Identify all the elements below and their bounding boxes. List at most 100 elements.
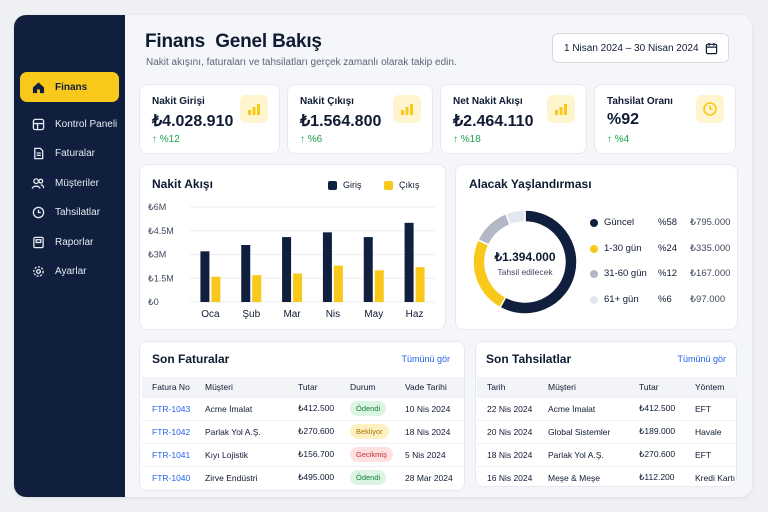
aging-segment-pct: %24 <box>658 243 678 254</box>
invoice-icon <box>31 146 45 160</box>
sidebar-item-kontrol-paneli[interactable]: Kontrol Paneli <box>20 109 119 139</box>
bar-giris-Nis[interactable] <box>322 232 332 302</box>
x-tick-label: Nis <box>326 309 340 320</box>
sidebar: Finans Kontrol Paneli Faturalar Müşteril… <box>14 15 125 497</box>
column-header[interactable]: Fatura No <box>142 377 195 397</box>
legend-swatch <box>384 180 393 190</box>
table-row[interactable]: 16 Nis 2024 Meşe & Meşe ₺112.200 Kredi K… <box>477 465 737 489</box>
status-badge: Gecikmiş <box>350 447 393 462</box>
payments-see-all-link[interactable]: Tümünü gör <box>677 354 726 364</box>
date-range-picker[interactable]: 1 Nisan 2024 – 30 Nisan 2024 <box>552 33 729 63</box>
payment-amount: ₺112.200 <box>629 465 685 489</box>
legend-giris[interactable]: Giriş <box>328 180 362 190</box>
aging-legend-row: Güncel %58 ₺795.000 <box>587 216 735 230</box>
invoices-see-all-link[interactable]: Tümünü gör <box>401 354 450 364</box>
table-row[interactable]: 18 Nis 2024 Parlak Yol A.Ş. ₺270.600 EFT <box>477 442 737 466</box>
bar-cikis-Haz[interactable] <box>415 267 425 302</box>
aging-segment-amount: ₺97.000 <box>690 294 726 305</box>
column-header[interactable]: Tarih <box>477 377 538 397</box>
payment-date: 22 Nis 2024 <box>477 396 538 420</box>
invoice-number-link[interactable]: FTR-1041 <box>142 442 195 466</box>
payment-customer: Meşe & Meşe <box>538 465 629 489</box>
donut-slice-2[interactable] <box>476 212 512 246</box>
sidebar-item-faturalar[interactable]: Faturalar <box>20 138 119 168</box>
x-tick-label: Oca <box>201 309 220 320</box>
bar-cikis-May[interactable] <box>374 270 384 302</box>
sidebar-item-label: Ayarlar <box>55 265 87 277</box>
cashflow-card: Nakit Akışı Giriş Çıkış ₺0 ₺1.5M ₺3M ₺4.5M ₺… <box>139 164 446 330</box>
payment-amount: ₺270.600 <box>629 442 685 466</box>
column-header[interactable]: Tutar <box>288 377 340 397</box>
column-header[interactable]: Vade Tarihi <box>395 377 464 397</box>
legend-dot <box>590 219 598 227</box>
bar-chart-icon <box>240 95 268 123</box>
bar-cikis-Nis[interactable] <box>333 265 343 302</box>
bar-giris-Haz[interactable] <box>404 222 414 302</box>
column-header[interactable]: Müşteri <box>195 377 288 397</box>
kpi-label: Tahsilat Oranı <box>607 96 673 107</box>
donut-slice-3[interactable] <box>504 209 526 226</box>
clock-icon <box>31 205 45 219</box>
aging-segment-pct: %58 <box>658 217 678 228</box>
kpi-value: ₺2.464.110 <box>453 113 534 130</box>
dashboard-icon <box>31 117 45 131</box>
aging-card: Alacak Yaşlandırması ₺1.394.000 Tahsil e… <box>455 164 738 330</box>
sidebar-item-finans[interactable]: Finans <box>20 72 119 102</box>
y-tick-label: ₺4.5M <box>148 226 174 236</box>
column-header[interactable]: Durum <box>340 377 395 397</box>
kpi-delta: ↑ %4 <box>607 134 630 145</box>
payment-method: Kredi Kartı <box>685 465 737 489</box>
kpi-card-net-nakit-akisi: Net Nakit Akışı ₺2.464.110 ↑ %18 <box>440 84 587 154</box>
sidebar-item-musteriler[interactable]: Müşteriler <box>20 168 119 198</box>
sidebar-item-label: Faturalar <box>55 147 96 159</box>
table-row[interactable]: FTR-1041 Kıyı Lojistik ₺156.700 Gecikmiş… <box>142 442 464 466</box>
invoice-amount: ₺270.600 <box>288 419 340 443</box>
aging-segment-amount: ₺335.000 <box>690 243 731 254</box>
legend-dot <box>590 296 598 304</box>
bar-cikis-Mar[interactable] <box>293 273 303 303</box>
cashflow-title: Nakit Akışı <box>152 177 213 191</box>
invoices-table: Fatura No Müşteri Tutar Durum Vade Tarih… <box>142 377 464 489</box>
sidebar-item-tahsilatlar[interactable]: Tahsilatlar <box>20 197 119 227</box>
bar-chart-icon <box>393 95 421 123</box>
payment-customer: Acme İmalat <box>538 396 629 420</box>
table-row[interactable]: FTR-1040 Zirve Endüstri ₺495.000 Ödendi … <box>142 465 464 489</box>
invoice-due-date: 10 Nis 2024 <box>395 396 464 420</box>
invoice-number-link[interactable]: FTR-1043 <box>142 396 195 420</box>
kpi-card-nakit-cikisi: Nakit Çıkışı ₺1.564.800 ↑ %6 <box>287 84 433 154</box>
payments-card: Son Tahsilatlar Tümünü gör Tarih Müşteri… <box>475 341 737 489</box>
column-header[interactable]: Tutar <box>629 377 685 397</box>
bar-giris-Mar[interactable] <box>282 237 292 302</box>
invoice-number-link[interactable]: FTR-1040 <box>142 465 195 489</box>
x-tick-label: Mar <box>283 309 301 320</box>
sidebar-item-label: Tahsilatlar <box>55 206 101 218</box>
table-header-row: Tarih Müşteri Tutar Yöntem <box>477 377 737 397</box>
aging-total: ₺1.394.000 <box>494 250 556 264</box>
aging-segment-label: 61+ gün <box>604 294 639 305</box>
payment-date: 18 Nis 2024 <box>477 442 538 466</box>
gear-icon <box>31 264 45 278</box>
table-row[interactable]: FTR-1043 Acme İmalat ₺412.500 Ödendi 10 … <box>142 396 464 420</box>
bar-giris-May[interactable] <box>363 237 373 302</box>
x-tick-label: Haz <box>406 309 424 320</box>
invoice-amount: ₺495.000 <box>288 465 340 489</box>
status-badge: Ödendi <box>350 401 387 416</box>
table-row[interactable]: 20 Nis 2024 Global Sistemler ₺189.000 Ha… <box>477 419 737 443</box>
table-row[interactable]: 22 Nis 2024 Acme İmalat ₺412.500 EFT <box>477 396 737 420</box>
page-title: Finans Genel Bakış <box>145 31 322 52</box>
column-header[interactable]: Müşteri <box>538 377 629 397</box>
bar-giris-Oca[interactable] <box>200 251 210 302</box>
table-row[interactable]: FTR-1042 Parlak Yol A.Ş. ₺270.600 Bekliy… <box>142 419 464 443</box>
column-header[interactable]: Yöntem <box>685 377 737 397</box>
sidebar-item-raporlar[interactable]: Raporlar <box>20 227 119 257</box>
invoice-number-link[interactable]: FTR-1042 <box>142 419 195 443</box>
bar-cikis-Şub[interactable] <box>252 275 262 302</box>
sidebar-item-ayarlar[interactable]: Ayarlar <box>20 256 119 286</box>
status-badge: Bekliyor <box>350 424 389 439</box>
legend-dot <box>590 270 598 278</box>
kpi-delta: ↑ %18 <box>453 134 481 145</box>
bar-giris-Şub[interactable] <box>241 245 251 302</box>
invoice-due-date: 18 Nis 2024 <box>395 419 464 443</box>
legend-cikis[interactable]: Çıkış <box>384 180 420 190</box>
bar-cikis-Oca[interactable] <box>211 276 221 302</box>
